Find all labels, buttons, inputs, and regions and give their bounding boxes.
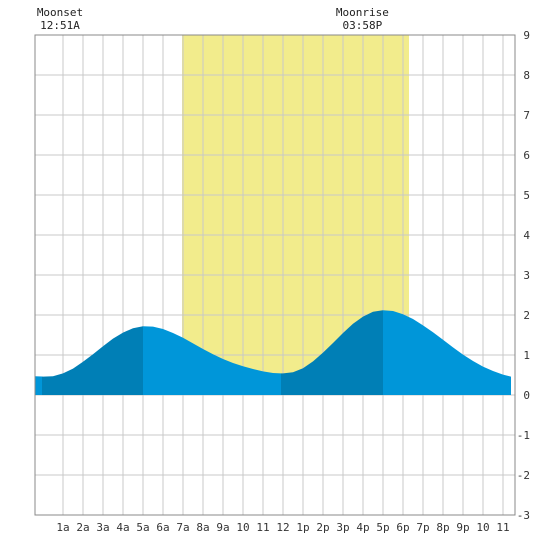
x-tick-label: 7p [416, 521, 429, 534]
y-tick-label: 7 [523, 109, 530, 122]
x-tick-label: 4p [356, 521, 369, 534]
x-tick-label: 11 [496, 521, 509, 534]
y-tick-label: -2 [517, 469, 530, 482]
tide-area-segment [383, 310, 511, 395]
y-tick-label: 0 [523, 389, 530, 402]
grid-layer [35, 34, 515, 516]
tide-area-segment [42, 326, 143, 395]
moon-event-time: 12:51A [40, 19, 80, 32]
moon-event-label: Moonset [37, 6, 83, 19]
y-tick-label: 1 [523, 349, 530, 362]
plot-border [34, 34, 516, 516]
tide-layer [35, 310, 511, 395]
y-tick-label: -3 [517, 509, 530, 522]
x-tick-label: 10 [476, 521, 489, 534]
tide-area-segment [281, 310, 383, 395]
y-tick-label: 3 [523, 269, 530, 282]
x-tick-label: 3p [336, 521, 349, 534]
y-tick-label: 9 [523, 29, 530, 42]
x-tick-label: 6p [396, 521, 409, 534]
x-tick-label: 8p [436, 521, 449, 534]
x-tick-label: 12 [276, 521, 289, 534]
x-tick-label: 5a [136, 521, 149, 534]
x-tick-label: 8a [196, 521, 209, 534]
tide-area-segment [35, 376, 42, 395]
x-tick-label: 7a [176, 521, 189, 534]
x-tick-label: 1p [296, 521, 309, 534]
x-tick-label: 6a [156, 521, 169, 534]
moon-event-label: Moonrise [336, 6, 389, 19]
x-tick-label: 2a [76, 521, 89, 534]
y-tick-label: 4 [523, 229, 530, 242]
tide-area-segment [143, 326, 281, 395]
x-tick-label: 1a [56, 521, 69, 534]
y-tick-label: 6 [523, 149, 530, 162]
y-tick-label: 5 [523, 189, 530, 202]
x-tick-label: 5p [376, 521, 389, 534]
x-tick-label: 9p [456, 521, 469, 534]
y-tick-label: 8 [523, 69, 530, 82]
x-tick-label: 2p [316, 521, 329, 534]
x-tick-label: 3a [96, 521, 109, 534]
axis-layer: 1a 2a 3a 4a 5a 6a 7a 8a 9a 10 11 12 1p 2p 3p 4p 5p 6p 7p 8p… [34, 29, 530, 534]
x-tick-label: 10 [236, 521, 249, 534]
x-tick-label: 11 [256, 521, 269, 534]
x-tick-label: 9a [216, 521, 229, 534]
moon-event-time: 03:58P [343, 19, 383, 32]
x-tick-label: 4a [116, 521, 129, 534]
y-tick-label: 2 [523, 309, 530, 322]
y-tick-label: -1 [517, 429, 530, 442]
